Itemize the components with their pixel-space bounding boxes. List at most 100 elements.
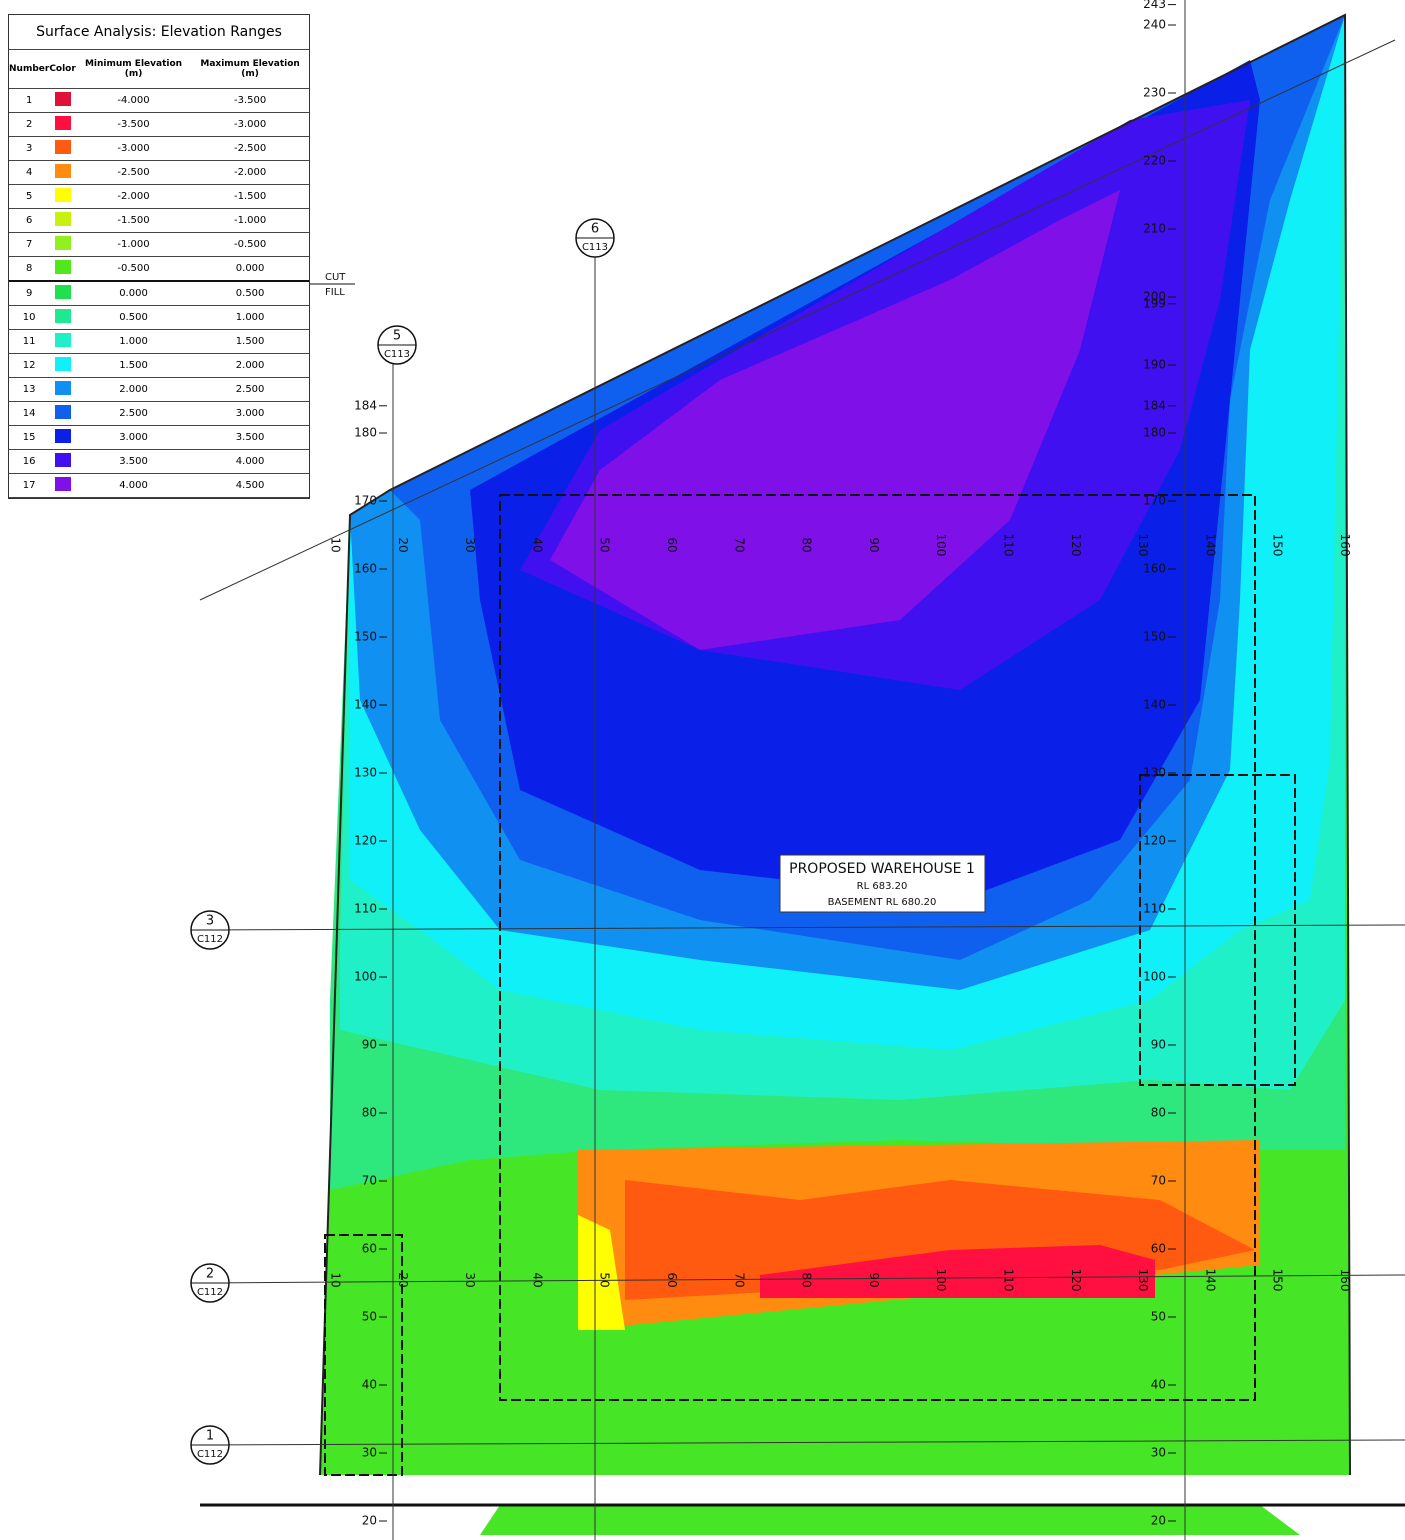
chainage-label: 210: [1143, 222, 1166, 236]
chainage-label: 200: [1143, 290, 1166, 304]
min-elevation: -2.500: [76, 161, 191, 185]
range-color-cell: [49, 209, 76, 233]
chainage-label: 130: [1143, 766, 1166, 780]
offset-label: 80: [800, 537, 814, 552]
range-number: 15: [9, 426, 49, 450]
legend-row: 121.5002.000: [9, 354, 309, 378]
chainage-label: 60: [1151, 1242, 1166, 1256]
chainage-label: 184: [354, 398, 377, 412]
offset-label: 40: [530, 537, 544, 552]
range-number: 16: [9, 450, 49, 474]
color-swatch: [55, 333, 71, 347]
range-color-cell: [49, 137, 76, 161]
max-elevation: -3.000: [191, 113, 309, 137]
color-swatch: [55, 92, 71, 106]
range-color-cell: [49, 474, 76, 498]
max-elevation: 4.500: [191, 474, 309, 498]
offset-label: 80: [800, 1272, 814, 1287]
min-elevation: 4.000: [76, 474, 191, 498]
offset-label: 60: [665, 1272, 679, 1287]
offset-label: 100: [934, 1269, 948, 1292]
column-header: Color: [49, 50, 76, 89]
range-number: 12: [9, 354, 49, 378]
range-number: 7: [9, 233, 49, 257]
min-elevation: 0.500: [76, 306, 191, 330]
color-swatch: [55, 381, 71, 395]
min-elevation: -2.000: [76, 185, 191, 209]
chainage-label: 50: [1151, 1310, 1166, 1324]
offset-label: 130: [1136, 534, 1150, 557]
cut-label: CUT: [325, 272, 346, 283]
range-number: 9: [9, 281, 49, 306]
max-elevation: 3.000: [191, 402, 309, 426]
chainage-label: 20: [362, 1514, 377, 1528]
offset-label: 10: [329, 1272, 343, 1287]
range-color-cell: [49, 426, 76, 450]
color-swatch: [55, 116, 71, 130]
offset-label: 10: [329, 537, 343, 552]
min-elevation: 3.000: [76, 426, 191, 450]
fill-label: FILL: [325, 287, 345, 298]
range-color-cell: [49, 161, 76, 185]
offset-label: 140: [1203, 534, 1217, 557]
min-elevation: -3.500: [76, 113, 191, 137]
column-header: Number: [9, 50, 49, 89]
legend-row: 5-2.000-1.500: [9, 185, 309, 209]
range-color-cell: [49, 330, 76, 354]
chainage-label: 90: [362, 1038, 377, 1052]
max-elevation: -3.500: [191, 89, 309, 113]
max-elevation: -2.500: [191, 137, 309, 161]
warehouse-rl: RL 683.20: [857, 881, 908, 892]
chainage-label: 110: [1143, 902, 1166, 916]
min-elevation: 3.500: [76, 450, 191, 474]
min-elevation: 1.000: [76, 330, 191, 354]
chainage-label: 150: [1143, 630, 1166, 644]
color-swatch: [55, 285, 71, 299]
chainage-label: 50: [362, 1310, 377, 1324]
column-header: Maximum Elevation (m): [191, 50, 309, 89]
range-number: 17: [9, 474, 49, 498]
chainage-label: 150: [354, 630, 377, 644]
offset-label: 30: [463, 537, 477, 552]
section-sheet: C113: [384, 349, 410, 360]
offset-label: 130: [1136, 1269, 1150, 1292]
section-sheet: C112: [197, 1287, 223, 1298]
offset-label: 50: [598, 1272, 612, 1287]
offset-label: 60: [665, 537, 679, 552]
chainage-label: 190: [1143, 358, 1166, 372]
range-number: 11: [9, 330, 49, 354]
max-elevation: 0.500: [191, 281, 309, 306]
range-number: 10: [9, 306, 49, 330]
offset-label: 150: [1271, 1269, 1285, 1292]
max-elevation: -1.000: [191, 209, 309, 233]
section-number: 3: [206, 914, 214, 929]
chainage-label: 180: [354, 426, 377, 440]
min-elevation: 2.000: [76, 378, 191, 402]
offset-label: 110: [1002, 1269, 1016, 1292]
section-sheet: C113: [582, 242, 608, 253]
chainage-label: 20: [1151, 1514, 1166, 1528]
page: {"legend":{"title":"Surface Analysis: El…: [0, 0, 1405, 1540]
offset-label: 40: [530, 1272, 544, 1287]
legend-row: 90.0000.500: [9, 281, 309, 306]
warehouse-basement: BASEMENT RL 680.20: [828, 897, 937, 908]
chainage-label: 30: [362, 1446, 377, 1460]
range-number: 4: [9, 161, 49, 185]
range-color-cell: [49, 378, 76, 402]
legend-row: 142.5003.000: [9, 402, 309, 426]
range-number: 3: [9, 137, 49, 161]
chainage-label: 120: [1143, 834, 1166, 848]
chainage-label: 40: [1151, 1378, 1166, 1392]
legend-row: 3-3.000-2.500: [9, 137, 309, 161]
section-number: 5: [393, 329, 401, 344]
chainage-label: 80: [1151, 1106, 1166, 1120]
max-elevation: -0.500: [191, 233, 309, 257]
color-swatch: [55, 164, 71, 178]
range-color-cell: [49, 450, 76, 474]
chainage-label: 240: [1143, 18, 1166, 32]
warehouse-label: PROPOSED WAREHOUSE 1 RL 683.20 BASEMENT …: [780, 855, 985, 912]
